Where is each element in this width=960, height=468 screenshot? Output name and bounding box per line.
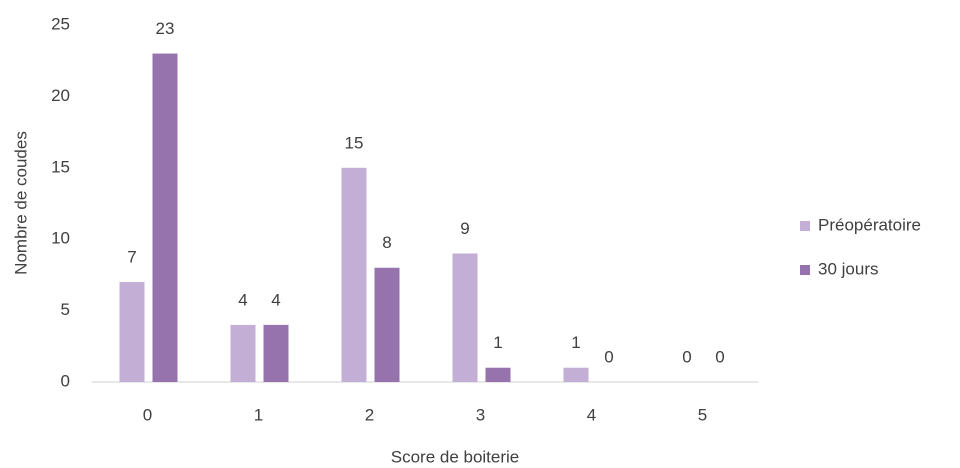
x-tick-label: 3 xyxy=(476,405,485,424)
data-label: 9 xyxy=(460,219,469,238)
data-label: 15 xyxy=(345,133,364,152)
bar xyxy=(563,367,589,382)
data-label: 0 xyxy=(604,347,613,366)
x-axis-label: Score de boiterie xyxy=(391,447,520,466)
x-tick-label: 2 xyxy=(365,405,374,424)
bar xyxy=(374,267,400,382)
legend-swatch xyxy=(800,221,810,231)
y-tick-label: 10 xyxy=(51,229,70,248)
x-tick-label: 1 xyxy=(254,405,263,424)
legend-label: Préopératoire xyxy=(818,215,921,234)
legend-swatch xyxy=(800,265,810,275)
data-label: 0 xyxy=(715,347,724,366)
data-label: 7 xyxy=(127,248,136,267)
data-label: 1 xyxy=(493,333,502,352)
data-label: 23 xyxy=(156,19,175,38)
y-axis-label: Nombre de coudes xyxy=(11,131,30,275)
bar xyxy=(152,53,178,383)
y-tick-label: 0 xyxy=(61,371,70,390)
y-tick-label: 15 xyxy=(51,157,70,176)
bar xyxy=(452,253,478,382)
x-tick-label: 5 xyxy=(698,405,707,424)
bar xyxy=(263,324,289,382)
bar xyxy=(341,167,367,382)
y-tick-label: 25 xyxy=(51,14,70,33)
data-label: 0 xyxy=(682,347,691,366)
data-label: 1 xyxy=(571,333,580,352)
bar xyxy=(485,367,511,382)
bar xyxy=(230,324,256,382)
y-tick-label: 5 xyxy=(61,300,70,319)
data-label: 4 xyxy=(238,290,247,309)
x-tick-label: 4 xyxy=(587,405,596,424)
data-label: 4 xyxy=(271,290,280,309)
y-tick-label: 20 xyxy=(51,86,70,105)
legend-label: 30 jours xyxy=(818,259,878,278)
bar xyxy=(119,282,145,382)
data-label: 8 xyxy=(382,233,391,252)
x-tick-label: 0 xyxy=(143,405,152,424)
